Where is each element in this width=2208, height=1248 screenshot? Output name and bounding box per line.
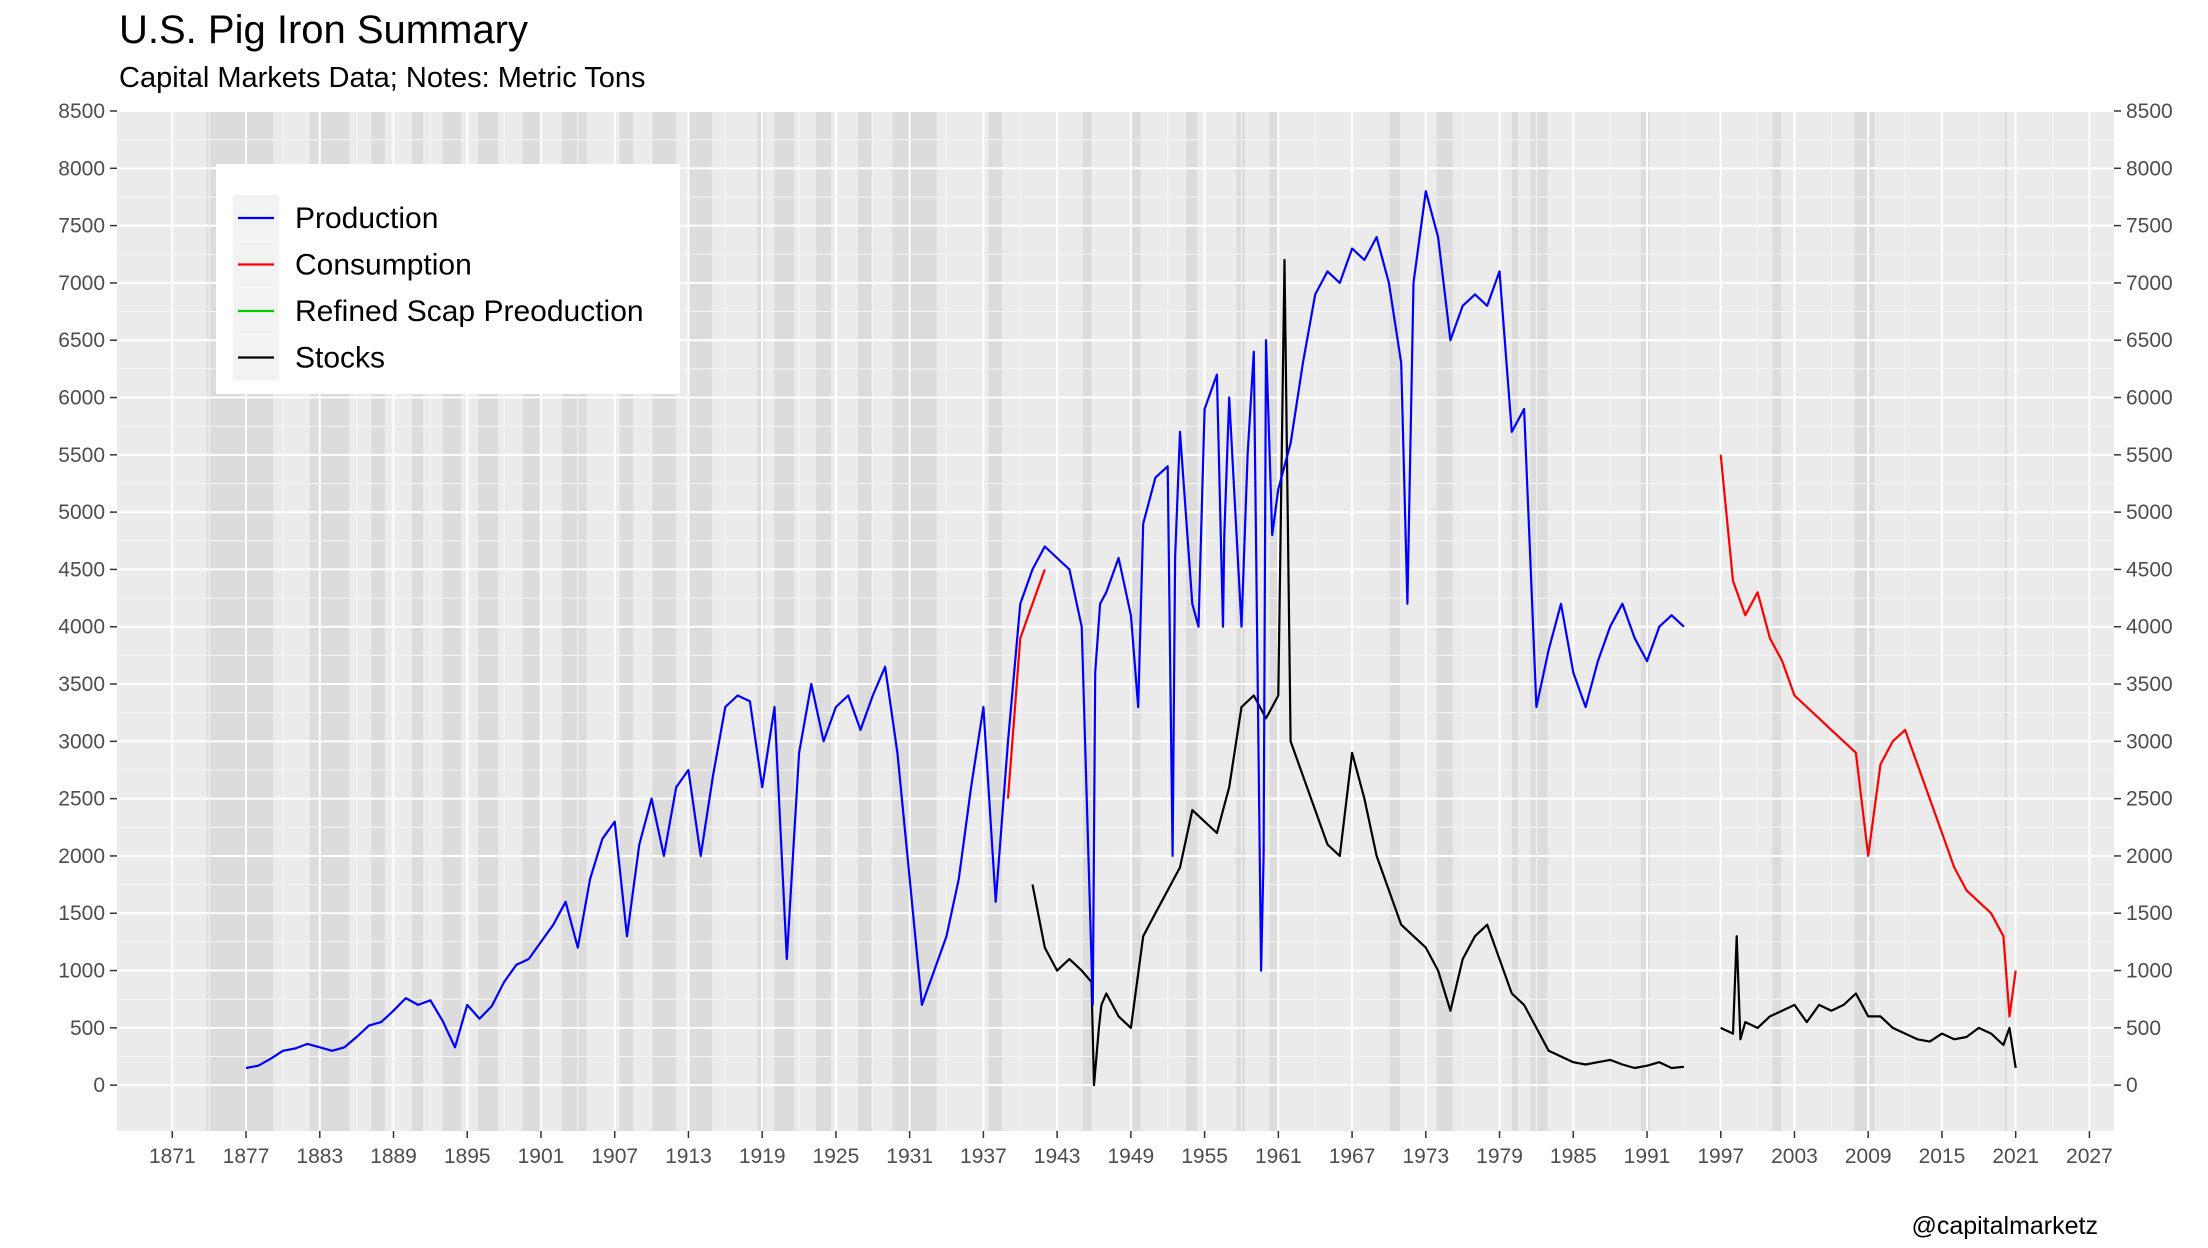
series-line-stocks xyxy=(1031,258,2017,1087)
y-tick-label-right: 3000 xyxy=(2126,730,2173,753)
recession-band xyxy=(1436,111,1453,1131)
x-tick-label: 1961 xyxy=(1255,1145,1302,1168)
recession-band xyxy=(1772,111,1781,1131)
axes: 0 0 500 500 1000 1000 1500 1500 2000 2000 2500 2500… xyxy=(58,100,2172,1168)
y-tick-label-right: 500 xyxy=(2126,1017,2161,1040)
chart-title: U.S. Pig Iron Summary xyxy=(119,8,529,52)
y-tick-label-right: 1500 xyxy=(2126,902,2173,925)
y-tick-label-left: 7000 xyxy=(58,272,105,295)
y-tick-label-right: 4500 xyxy=(2126,558,2173,581)
recession-band xyxy=(858,111,872,1131)
x-tick-label: 2027 xyxy=(2066,1145,2113,1168)
y-tick-label-left: 6000 xyxy=(58,387,105,410)
chart-subtitle: Capital Markets Data; Notes: Metric Tons xyxy=(119,62,646,94)
recession-band xyxy=(688,111,712,1131)
chart-caption: @capitalmarketz xyxy=(1911,1212,2098,1240)
y-tick-label-left: 3500 xyxy=(58,673,105,696)
y-tick-label-left: 6500 xyxy=(58,329,105,352)
x-tick-label: 1883 xyxy=(296,1145,343,1168)
y-tick-label-left: 500 xyxy=(70,1017,105,1040)
recession-band xyxy=(1854,111,1875,1131)
y-tick-label-right: 6500 xyxy=(2126,329,2173,352)
y-tick-label-right: 0 xyxy=(2126,1074,2138,1097)
x-tick-label: 1979 xyxy=(1476,1145,1523,1168)
x-tick-label: 1919 xyxy=(739,1145,786,1168)
legend-label: Stocks xyxy=(295,342,385,375)
x-tick-label: 2021 xyxy=(1992,1145,2039,1168)
y-tick-label-right: 1000 xyxy=(2126,960,2173,983)
x-tick-label: 1925 xyxy=(813,1145,860,1168)
y-tick-label-left: 1500 xyxy=(58,902,105,925)
recession-band xyxy=(757,111,765,1131)
x-tick-label: 1907 xyxy=(591,1145,638,1168)
x-tick-label: 1913 xyxy=(665,1145,712,1168)
legend-label: Consumption xyxy=(295,249,472,282)
series-lines xyxy=(245,190,2017,1087)
y-tick-label-right: 7500 xyxy=(2126,215,2173,238)
x-tick-label: 2009 xyxy=(1845,1145,1892,1168)
y-tick-label-left: 3000 xyxy=(58,730,105,753)
x-tick-label: 1949 xyxy=(1108,1145,1155,1168)
y-tick-label-right: 5000 xyxy=(2126,501,2173,524)
x-tick-label: 1871 xyxy=(149,1145,196,1168)
recession-band xyxy=(816,111,832,1131)
x-tick-label: 1877 xyxy=(223,1145,270,1168)
x-tick-label: 2015 xyxy=(1919,1145,1966,1168)
y-tick-label-right: 2000 xyxy=(2126,845,2173,868)
x-tick-label: 1973 xyxy=(1402,1145,1449,1168)
series-line-consumption xyxy=(1006,454,2017,1018)
x-tick-label: 1967 xyxy=(1329,1145,1376,1168)
recession-band xyxy=(988,111,1002,1131)
recession-band xyxy=(892,111,937,1131)
y-tick-label-left: 1000 xyxy=(58,960,105,983)
x-tick-label: 1955 xyxy=(1181,1145,1228,1168)
y-tick-label-left: 7500 xyxy=(58,215,105,238)
recession-band xyxy=(1640,111,1650,1131)
x-tick-label: 1991 xyxy=(1624,1145,1671,1168)
y-tick-label-right: 5500 xyxy=(2126,444,2173,467)
x-tick-label: 1997 xyxy=(1697,1145,1744,1168)
recession-band xyxy=(774,111,795,1131)
y-tick-label-right: 2500 xyxy=(2126,788,2173,811)
legend: Production Consumption Refined Scap Preodu… xyxy=(216,164,680,394)
x-tick-label: 1937 xyxy=(960,1145,1007,1168)
recession-band xyxy=(1082,111,1092,1131)
y-tick-label-left: 5000 xyxy=(58,501,105,524)
legend-label: Production xyxy=(295,202,438,235)
x-tick-label: 1889 xyxy=(370,1145,417,1168)
x-tick-label: 1985 xyxy=(1550,1145,1597,1168)
recession-band xyxy=(1129,111,1141,1131)
y-tick-label-left: 8000 xyxy=(58,157,105,180)
y-tick-label-left: 4000 xyxy=(58,616,105,639)
y-tick-label-right: 4000 xyxy=(2126,616,2173,639)
recession-band xyxy=(1269,111,1280,1131)
y-tick-label-right: 8000 xyxy=(2126,157,2173,180)
x-tick-label: 1901 xyxy=(518,1145,565,1168)
recession-shading xyxy=(206,111,2008,1131)
y-tick-label-left: 5500 xyxy=(58,444,105,467)
y-tick-label-right: 8500 xyxy=(2126,100,2173,123)
y-tick-label-right: 7000 xyxy=(2126,272,2173,295)
recession-band xyxy=(1530,111,1548,1131)
recession-band xyxy=(2004,111,2008,1131)
recession-band xyxy=(411,111,424,1131)
y-tick-label-left: 2000 xyxy=(58,845,105,868)
recession-band xyxy=(1387,111,1400,1131)
y-tick-label-left: 0 xyxy=(93,1074,105,1097)
y-tick-label-left: 4500 xyxy=(58,558,105,581)
x-tick-label: 1943 xyxy=(1034,1145,1081,1168)
legend-box xyxy=(216,164,680,394)
y-tick-label-right: 3500 xyxy=(2126,673,2173,696)
recession-band xyxy=(1186,111,1198,1131)
y-tick-label-left: 8500 xyxy=(58,100,105,123)
legend-label: Refined Scap Preoduction xyxy=(295,295,644,328)
y-tick-label-left: 2500 xyxy=(58,788,105,811)
y-tick-label-right: 6000 xyxy=(2126,387,2173,410)
series-line-production xyxy=(245,190,1685,1070)
recession-band xyxy=(1511,111,1518,1131)
x-tick-label: 2003 xyxy=(1771,1145,1818,1168)
x-tick-label: 1931 xyxy=(886,1145,933,1168)
x-tick-label: 1895 xyxy=(444,1145,491,1168)
